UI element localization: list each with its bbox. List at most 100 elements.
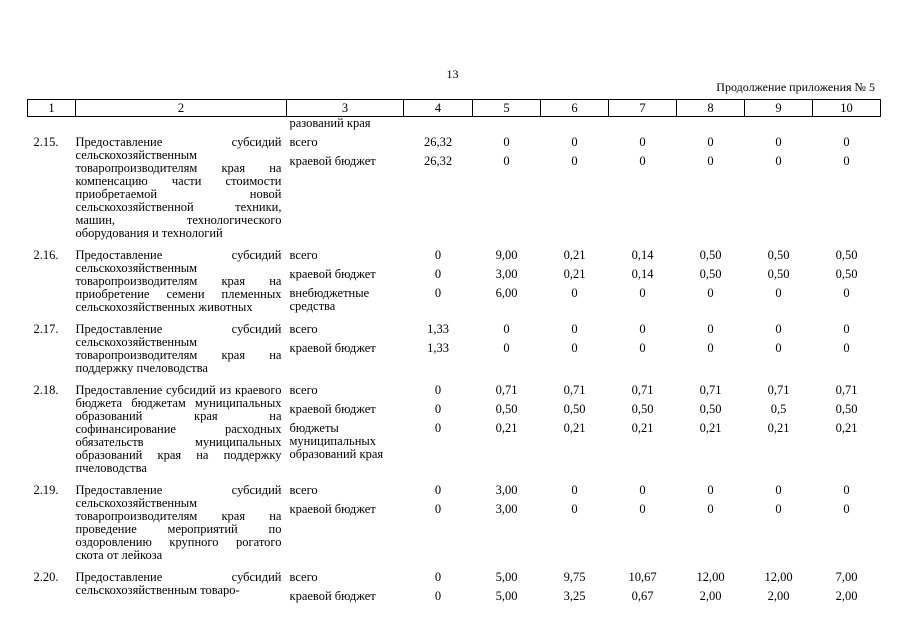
value-cell: 0,21 [563,267,586,281]
item-number: 2.20. [33,570,59,584]
source-label: краевой бюджет [289,341,376,355]
item-description: Предоставление субсидий сельскохозяйстве… [75,483,282,562]
value-cell: 0 [843,341,850,355]
header-cell: 6 [540,99,609,117]
header-cell: 4 [403,99,473,117]
item-description: Предоставление субсидий сельскохозяйстве… [75,135,282,240]
value-cell: 1,33 [427,322,449,336]
value-cell: 0 [434,267,442,281]
value-cell: 0,71 [835,383,858,397]
value-cell: 0 [434,570,442,584]
table-row: разований края [28,117,881,131]
value-cell: 0,71 [563,383,586,397]
source-label: краевой бюджет [289,267,376,281]
value-cell: 0,21 [699,421,722,435]
header-cell: 10 [812,99,881,117]
value-cell: 0 [434,248,442,262]
source-label: разований края [289,116,371,130]
value-cell: 9,75 [563,570,586,584]
value-cell: 0 [707,135,714,149]
value-cell: 0 [775,286,782,300]
value-cell: 0 [843,483,850,497]
value-cell: 0 [843,502,850,516]
item-description: Предоставление субсидий сельскохозяйстве… [75,570,282,597]
value-cell: 0,21 [835,421,858,435]
value-cell: 0 [571,322,578,336]
source-label: всего [289,248,318,262]
header-cell: 7 [608,99,677,117]
header-cell: 1 [27,99,76,117]
value-cell: 0 [775,322,782,336]
value-cell: 0 [775,135,782,149]
table-row: 2.18. Предоставление субсидий из краевого… [28,378,881,478]
value-cell: 2,00 [835,589,858,603]
value-cell: 2,00 [699,589,722,603]
item-number: 2.15. [33,135,59,149]
value-cell: 0,21 [563,421,586,435]
source-label: всего [289,135,318,149]
value-cell: 9,00 [495,248,518,262]
value-cell: 0,50 [767,248,790,262]
value-cell: 0,50 [835,248,858,262]
value-cell: 5,00 [495,589,518,603]
source-label: краевой бюджет [289,589,376,603]
value-cell: 7,00 [835,570,858,584]
value-cell: 0 [639,502,646,516]
value-cell: 0 [707,286,714,300]
item-number: 2.17. [33,322,59,336]
value-cell: 0 [775,502,782,516]
value-cell: 0 [775,483,782,497]
value-cell: 3,00 [495,267,518,281]
value-cell: 0 [434,483,442,497]
value-cell: 0 [639,322,646,336]
header-cell: 8 [676,99,745,117]
source-label: бюджеты муниципальных образований края [289,421,384,461]
value-cell: 0,71 [631,383,654,397]
value-cell: 0,14 [631,267,654,281]
item-number: 2.18. [33,383,59,397]
value-cell: 0,50 [835,402,858,416]
value-cell: 0,21 [563,248,586,262]
value-cell: 3,25 [563,589,586,603]
value-cell: 0 [707,502,714,516]
item-number: 2.16. [33,248,59,262]
source-label: всего [289,570,318,584]
value-cell: 0 [434,402,442,416]
value-cell: 0 [503,341,510,355]
value-cell: 1,33 [427,341,449,355]
value-cell: 0 [707,483,714,497]
value-cell: 0 [571,341,578,355]
value-cell: 10,67 [628,570,657,584]
value-cell: 0,71 [495,383,518,397]
value-cell: 0,50 [767,267,790,281]
value-cell: 0 [571,502,578,516]
value-cell: 0 [639,135,646,149]
value-cell: 0 [434,589,442,603]
value-cell: 0 [639,483,646,497]
continuation-label: Продолжение приложения № 5 [716,80,875,94]
value-cell: 0,21 [495,421,518,435]
value-cell: 0,50 [699,402,722,416]
value-cell: 0 [843,154,850,168]
value-cell: 0 [571,135,578,149]
value-cell: 0,50 [495,402,518,416]
value-cell: 5,00 [495,570,518,584]
budget-table: 1 2 3 4 5 6 7 8 9 10 разований края 2.15… [27,99,881,606]
value-cell: 3,00 [495,483,518,497]
item-description: Предоставление субсидий сельскохозяйстве… [75,322,282,375]
value-cell: 26,32 [423,154,453,168]
header-cell: 5 [472,99,541,117]
value-cell: 6,00 [495,286,518,300]
value-cell: 26,32 [423,135,453,149]
value-cell: 0 [843,135,850,149]
value-cell: 0 [639,341,646,355]
value-cell: 0,21 [631,421,654,435]
header-cell: 3 [286,99,404,117]
value-cell: 0 [571,483,578,497]
value-cell: 0 [434,421,442,435]
value-cell: 0,50 [699,267,722,281]
value-cell: 0 [571,154,578,168]
value-cell: 0 [639,154,646,168]
table-row: 2.19. Предоставление субсидий сельскохозя… [28,478,881,565]
value-cell: 0,14 [631,248,654,262]
